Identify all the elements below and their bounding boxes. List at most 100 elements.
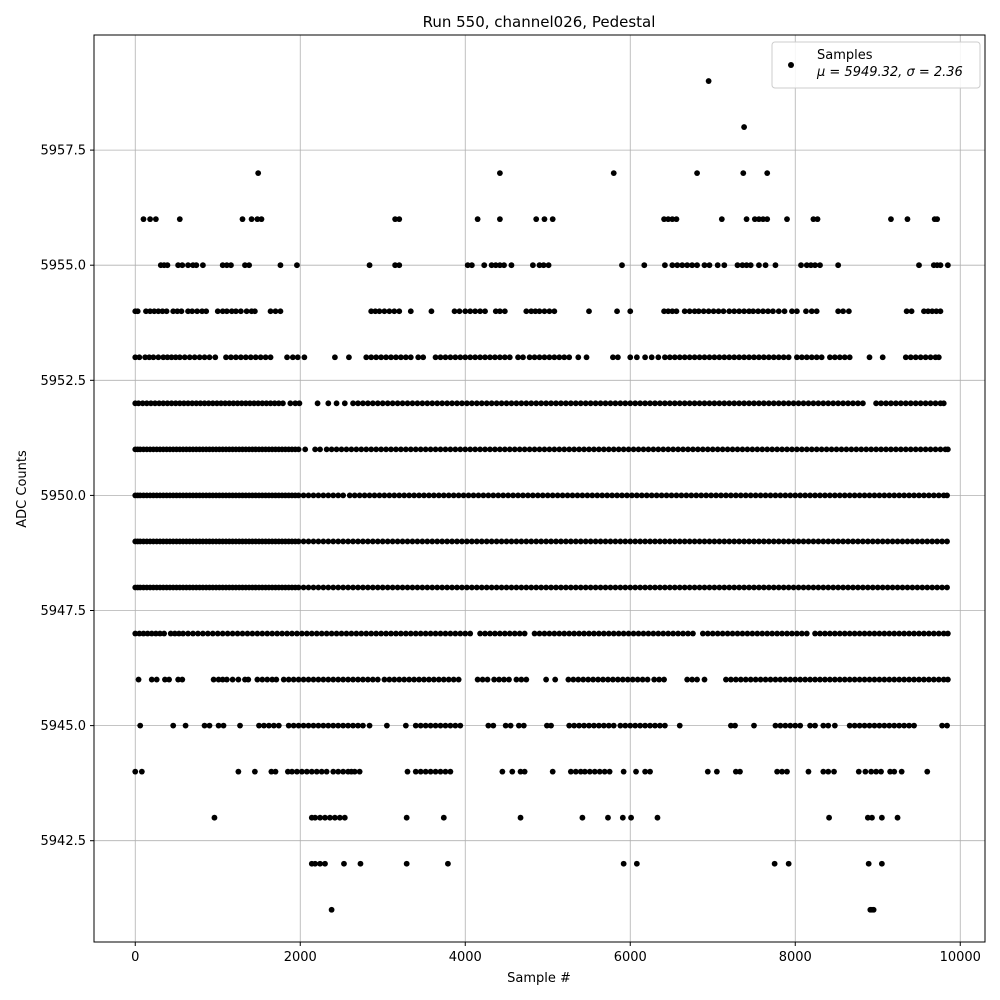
data-point [714,446,721,453]
data-point [673,492,680,499]
data-point [246,262,253,269]
data-point [909,538,916,545]
data-point [873,400,879,407]
data-point [383,446,389,453]
data-point [784,216,790,223]
data-point [518,400,525,407]
data-point [497,446,503,453]
data-point [396,216,403,223]
data-point [269,630,276,637]
data-point [743,216,750,223]
data-point [447,354,454,361]
data-point [771,860,778,867]
data-point [747,262,754,269]
data-point [709,446,716,453]
data-point [904,584,911,591]
data-point [315,492,322,499]
data-point [338,446,345,453]
data-point [194,308,201,315]
data-point [235,676,242,683]
data-point [752,492,759,499]
x-axis-ticks: 0 2000 4000 6000 8000 10000 [131,942,981,965]
y-tick-label: 5950.0 [41,489,87,504]
data-point [840,584,846,591]
data-point [399,538,406,545]
data-point [770,400,777,407]
data-point [924,768,931,775]
data-point [797,676,804,683]
data-point [295,446,302,453]
data-point [215,676,222,683]
data-point [939,584,945,591]
data-point [742,676,749,683]
data-point [242,400,249,407]
data-point [591,768,598,775]
data-point [518,676,525,683]
data-point [888,216,894,223]
data-point [477,354,483,361]
data-point [432,630,439,637]
data-point [538,400,545,407]
data-point [861,722,868,729]
data-point [822,630,828,637]
data-point [328,446,335,453]
data-point [772,492,779,499]
data-point [701,262,708,269]
data-point [785,354,792,361]
data-point [841,676,848,683]
data-point [508,262,515,269]
data-point [732,722,738,729]
data-point [148,400,154,407]
data-point [369,584,376,591]
data-point [567,584,574,591]
data-point [800,538,807,545]
data-point [150,354,157,361]
data-point [432,768,439,775]
data-point [666,400,673,407]
data-point [747,676,754,683]
data-point [409,538,416,545]
data-point [193,400,200,407]
data-point [223,676,230,683]
data-point [548,584,554,591]
data-point [711,354,718,361]
data-point [147,308,154,315]
data-point [406,492,413,499]
data-point [589,492,596,499]
data-point [582,584,589,591]
data-point [197,400,204,407]
data-point [452,446,459,453]
data-point [696,400,703,407]
data-point [808,446,815,453]
data-point [163,308,170,315]
data-point [755,308,762,315]
data-point [889,584,896,591]
data-point [134,308,141,315]
data-point [143,308,149,315]
data-point [501,308,508,315]
data-point [322,814,328,821]
data-point [761,538,767,545]
data-point [641,262,648,269]
data-point [873,446,879,453]
data-point [563,538,569,545]
data-point [795,538,802,545]
data-point [865,860,872,867]
data-point [911,722,917,729]
data-point [934,538,941,545]
data-point [944,446,951,453]
data-point [219,676,226,683]
data-point [551,446,558,453]
data-point [244,630,251,637]
data-point [488,400,495,407]
data-point [714,630,721,637]
data-point [785,400,792,407]
data-point [726,584,733,591]
data-point [846,676,853,683]
data-point [647,722,653,729]
data-point [391,492,398,499]
data-point [553,584,559,591]
data-point [190,630,196,637]
data-point [429,538,436,545]
data-point [457,630,464,637]
